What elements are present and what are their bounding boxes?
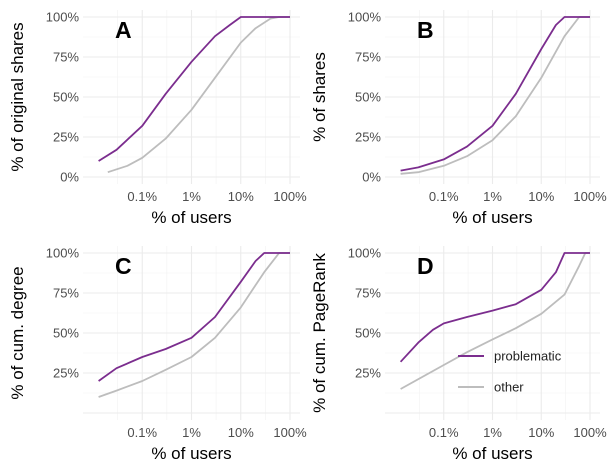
x-axis-title: % of users — [151, 444, 231, 463]
legend: problematic other — [458, 349, 562, 395]
y-tick-label: 75% — [355, 50, 381, 65]
panel-label: A — [115, 17, 132, 43]
series-line-problematic — [98, 16, 290, 162]
x-tick-label: 1% — [483, 189, 502, 204]
y-tick-label: 75% — [355, 286, 381, 301]
x-axis-title: % of users — [151, 208, 231, 227]
panel-a: 0.1% 1% 10% 100% 0% 25% 50% 75% 100% % of users % … — [8, 10, 307, 228]
x-tick-label: 1% — [483, 425, 502, 440]
series-line-other — [400, 16, 590, 175]
y-tick-label: 100% — [348, 246, 382, 261]
y-axis-title: % of original shares — [8, 22, 27, 171]
series-line-other — [98, 252, 290, 398]
x-tick-label: 10% — [228, 425, 254, 440]
y-tick-label: 25% — [355, 366, 381, 381]
y-tick-label: 50% — [355, 90, 381, 105]
x-tick-label: 100% — [573, 425, 607, 440]
x-tick-label: 0.1% — [429, 425, 459, 440]
x-tick-label: 10% — [528, 425, 554, 440]
legend-label-other: other — [494, 380, 524, 395]
y-tick-label: 75% — [53, 286, 79, 301]
x-tick-label: 0.1% — [127, 425, 157, 440]
x-tick-label: 100% — [273, 425, 307, 440]
panel-b: 0.1% 1% 10% 100% 0% 25% 50% 75% 100% % of users % … — [310, 10, 607, 228]
panel-c: 0.1% 1% 10% 100% 25% 50% 75% 100% % of users % of… — [8, 246, 307, 464]
x-tick-label: 1% — [182, 425, 201, 440]
y-tick-label: 25% — [53, 130, 79, 145]
x-tick-label: 1% — [182, 189, 201, 204]
x-tick-label: 0.1% — [429, 189, 459, 204]
y-tick-label: 75% — [53, 50, 79, 65]
x-tick-label: 10% — [528, 189, 554, 204]
panel-label: C — [115, 253, 132, 279]
y-tick-label: 100% — [348, 10, 382, 25]
y-tick-label: 50% — [355, 326, 381, 341]
series-line-problematic — [400, 16, 590, 172]
y-axis-title: % of cum. degree — [8, 266, 27, 399]
x-axis-title: % of users — [452, 444, 532, 463]
panel-label: B — [417, 17, 434, 43]
x-tick-label: 10% — [228, 189, 254, 204]
y-tick-label: 0% — [60, 170, 79, 185]
y-tick-label: 25% — [355, 130, 381, 145]
y-tick-label: 50% — [53, 90, 79, 105]
y-tick-label: 25% — [53, 366, 79, 381]
series-line-problematic — [98, 252, 290, 382]
legend-label-problematic: problematic — [494, 349, 562, 364]
y-tick-label: 100% — [46, 10, 80, 25]
x-tick-label: 0.1% — [127, 189, 157, 204]
series-line-other — [107, 16, 290, 174]
y-tick-label: 50% — [53, 326, 79, 341]
y-tick-label: 100% — [46, 246, 80, 261]
y-tick-label: 0% — [362, 170, 381, 185]
y-axis-title: % of cum. PageRank — [310, 253, 329, 413]
y-axis-title: % of shares — [310, 52, 329, 142]
panel-label: D — [417, 253, 434, 279]
x-tick-label: 100% — [273, 189, 307, 204]
series-line-other — [400, 252, 590, 390]
series-line-problematic — [399, 252, 590, 363]
x-tick-label: 100% — [573, 189, 607, 204]
x-axis-title: % of users — [452, 208, 532, 227]
panel-d: 0.1% 1% 10% 100% 25% 50% 75% 100% % of users % of… — [310, 246, 607, 464]
